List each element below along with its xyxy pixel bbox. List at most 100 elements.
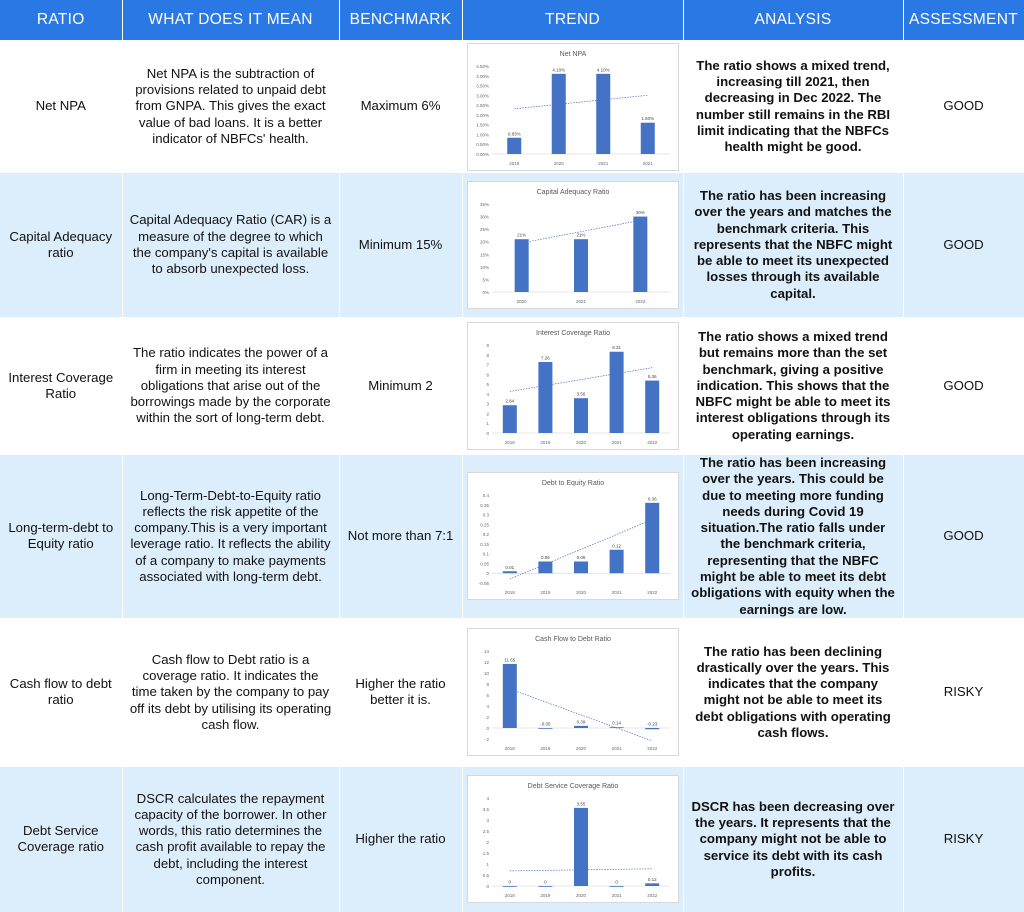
y-tick-label: -2 [484,737,488,742]
bar [595,73,610,154]
x-tick-label: 2020 [575,893,586,898]
ratio-benchmark: Minimum 2 [339,317,463,455]
y-tick-label: 0.2 [482,533,489,538]
data-label: 0 [544,880,547,885]
y-tick-label: 4 [486,392,489,397]
header-row: RATIO WHAT DOES IT MEAN BENCHMARK TREND … [0,0,1024,40]
data-label: 30% [635,210,644,215]
y-tick-label: 6 [486,693,489,698]
ratio-analysis: The ratio shows a mixed trend, increasin… [683,40,904,173]
chart-svg: Debt Service Coverage Ratio 0 0.5 1 1.5 2 2.5 3… [482,783,670,898]
bar [573,726,588,729]
bar [609,550,624,574]
ratio-analysis: The ratio has been increasing over the y… [683,173,904,317]
y-tick-label: 8 [486,682,489,687]
header-analysis: ANALYSIS [683,0,904,40]
data-label: 0.14 [612,721,621,726]
trend-chart: Cash Flow to Debt Ratio -2 0 2 4 6 8 10 12 14 11.6… [466,628,679,757]
ratio-assessment: GOOD [903,173,1024,317]
chart-title: Net NPA [559,51,586,58]
y-tick-label: 3.50% [476,83,489,88]
bar [537,728,552,730]
ratio-meaning: DSCR calculates the repayment capacity o… [122,766,340,912]
y-tick-label: 0.15 [480,542,489,547]
y-tick-label: 1.00% [476,132,489,137]
ratio-analysis: The ratio has been increasing over the y… [683,455,904,618]
bar [573,561,588,574]
y-tick-label: 5 [486,382,489,387]
data-label: 3.55 [576,802,585,807]
y-tick-label: 14 [483,649,489,654]
y-tick-label: 1 [486,862,489,867]
chart-svg: Net NPA 0.00% 0.50% 1.00% 1.50% 2.00% 2.50% 3.0… [476,51,670,166]
y-tick-label: 0.3 [482,513,489,518]
ratio-name: Capital Adequacy ratio [0,173,123,317]
x-tick-label: 2018 [504,590,515,595]
ratio-trend: Debt Service Coverage Ratio 0 0.5 1 1.5 2 2.5 3… [462,766,684,912]
y-tick-label: 0.35 [480,503,489,508]
bar [573,808,588,887]
x-tick-label: 2021 [611,440,622,445]
header-trend: TREND [462,0,684,40]
table-row: Long-term-debt to Equity ratio Long-Term… [0,455,1024,618]
ratio-name: Net NPA [0,40,123,173]
data-label: 0.36 [647,497,656,502]
bar [537,561,552,574]
trend-chart: Debt Service Coverage Ratio 0 0.5 1 1.5 2 2.5 3… [466,775,679,904]
y-tick-label: 12 [483,660,489,665]
ratio-name: Cash flow to debt ratio [0,617,123,767]
y-tick-label: 3 [486,402,489,407]
header-assessment: ASSESSMENT [903,0,1024,40]
table-row: Capital Adequacy ratio Capital Adequacy … [0,173,1024,317]
y-tick-label: 2 [486,840,489,845]
bar [573,398,588,433]
data-label: 7.26 [541,356,550,361]
bar [502,405,517,433]
ratio-trend: Capital Adequacy Ratio 0% 5% 10% 15% 20% 25% 30… [462,173,684,317]
y-tick-label: 8 [486,353,489,358]
ratio-meaning: Capital Adequacy Ratio (CAR) is a measur… [122,173,340,317]
data-label: 21% [517,233,526,238]
x-tick-label: 2020 [575,590,586,595]
y-tick-label: 6 [486,372,489,377]
ratio-trend: Interest Coverage Ratio 0 1 2 3 4 5 6 7 8 9 2.84 201… [462,317,684,455]
y-tick-label: 4 [486,704,489,709]
bar [640,122,655,154]
data-label: 4.10% [596,67,609,72]
chart-title: Debt Service Coverage Ratio [527,783,618,790]
x-tick-label: 2018 [504,746,515,751]
ratio-benchmark: Minimum 15% [339,173,463,317]
y-tick-label: 2.50% [476,103,489,108]
trend-chart: Interest Coverage Ratio 0 1 2 3 4 5 6 7 8 9 2.84 201… [466,322,679,450]
y-tick-label: 15% [479,252,488,257]
ratio-assessment: RISKY [903,617,1024,767]
y-tick-label: 25% [479,227,488,232]
ratio-assessment: GOOD [903,317,1024,455]
data-label: 0.83% [507,131,520,136]
x-tick-label: 2022 [647,440,658,445]
trend-chart: Net NPA 0.00% 0.50% 1.00% 1.50% 2.00% 2.50% 3.0… [466,42,679,171]
table-row: Net NPA Net NPA is the subtraction of pr… [0,40,1024,173]
y-tick-label: 10% [479,265,488,270]
bar [644,883,659,887]
y-tick-label: 9 [486,343,489,348]
ratio-analysis: The ratio has been declining drastically… [683,617,904,767]
data-label: 5.36 [647,374,656,379]
bar [632,216,647,292]
chart-svg: Capital Adequacy Ratio 0% 5% 10% 15% 20% 25% 30… [479,189,670,304]
ratio-name: Long-term-debt to Equity ratio [0,455,123,618]
x-tick-label: 2018 [504,440,515,445]
y-tick-label: 0.05 [480,562,489,567]
table-row: Cash flow to debt ratio Cash flow to Deb… [0,617,1024,767]
y-tick-label: 0 [486,431,489,436]
data-label: 1.60% [641,116,654,121]
y-tick-label: 0 [486,884,489,889]
trend-line [509,689,652,742]
ratio-analysis: The ratio shows a mixed trend but remain… [683,317,904,455]
ratio-meaning: Cash flow to Debt ratio is a coverage ra… [122,617,340,767]
chart-svg: Debt to Equity Ratio -0.05 0 0.05 0.1 0.15 0.2… [478,480,670,595]
bar [644,728,659,730]
y-tick-label: 0.00% [476,152,489,157]
ratio-name: Debt Service Coverage ratio [0,766,123,912]
y-tick-label: 4.00% [476,73,489,78]
